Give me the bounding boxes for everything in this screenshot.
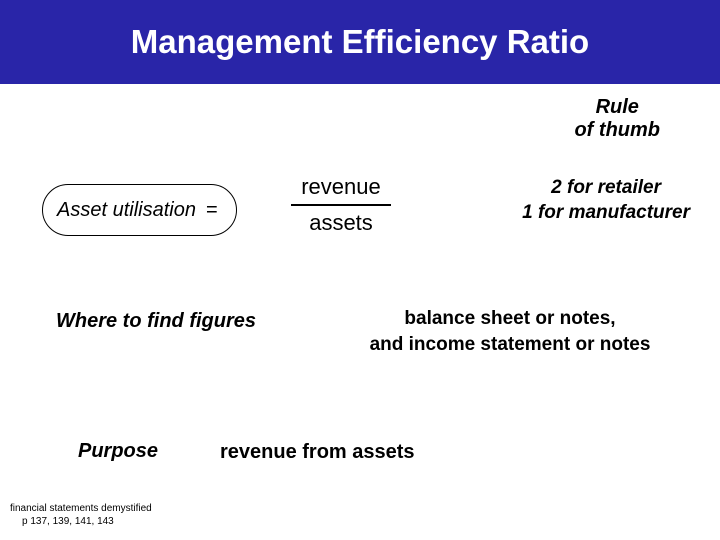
where-label: Where to find figures xyxy=(56,310,256,333)
rule-of-thumb-heading: Rule of thumb xyxy=(574,96,660,142)
fraction-divider xyxy=(291,204,391,206)
formula-box: Asset utilisation = xyxy=(42,184,237,236)
formula-equals: = xyxy=(196,199,218,222)
rule-of-thumb-line1: Rule xyxy=(574,96,660,119)
formula-name: Asset utilisation xyxy=(57,199,196,222)
fraction-denominator: assets xyxy=(286,208,396,238)
purpose-label: Purpose xyxy=(78,440,158,463)
formula-fraction: revenue assets xyxy=(286,172,396,238)
title-band: Management Efficiency Ratio xyxy=(0,0,720,84)
footer-citation: financial statements demystified p 137, … xyxy=(10,502,152,528)
footer-line1: financial statements demystified xyxy=(10,502,152,515)
page-title: Management Efficiency Ratio xyxy=(131,23,589,61)
rule-of-thumb-line2: of thumb xyxy=(574,119,660,142)
thumb-value-line1: 2 for retailer xyxy=(522,176,690,201)
where-value-line1: balance sheet or notes, xyxy=(330,306,690,332)
where-value-line2: and income statement or notes xyxy=(330,332,690,358)
footer-pages: p 137, 139, 141, 143 xyxy=(10,515,152,528)
fraction-numerator: revenue xyxy=(286,172,396,202)
rule-of-thumb-values: 2 for retailer 1 for manufacturer xyxy=(522,176,690,225)
where-value: balance sheet or notes, and income state… xyxy=(330,306,690,357)
purpose-value: revenue from assets xyxy=(220,441,415,464)
thumb-value-line2: 1 for manufacturer xyxy=(522,201,690,226)
